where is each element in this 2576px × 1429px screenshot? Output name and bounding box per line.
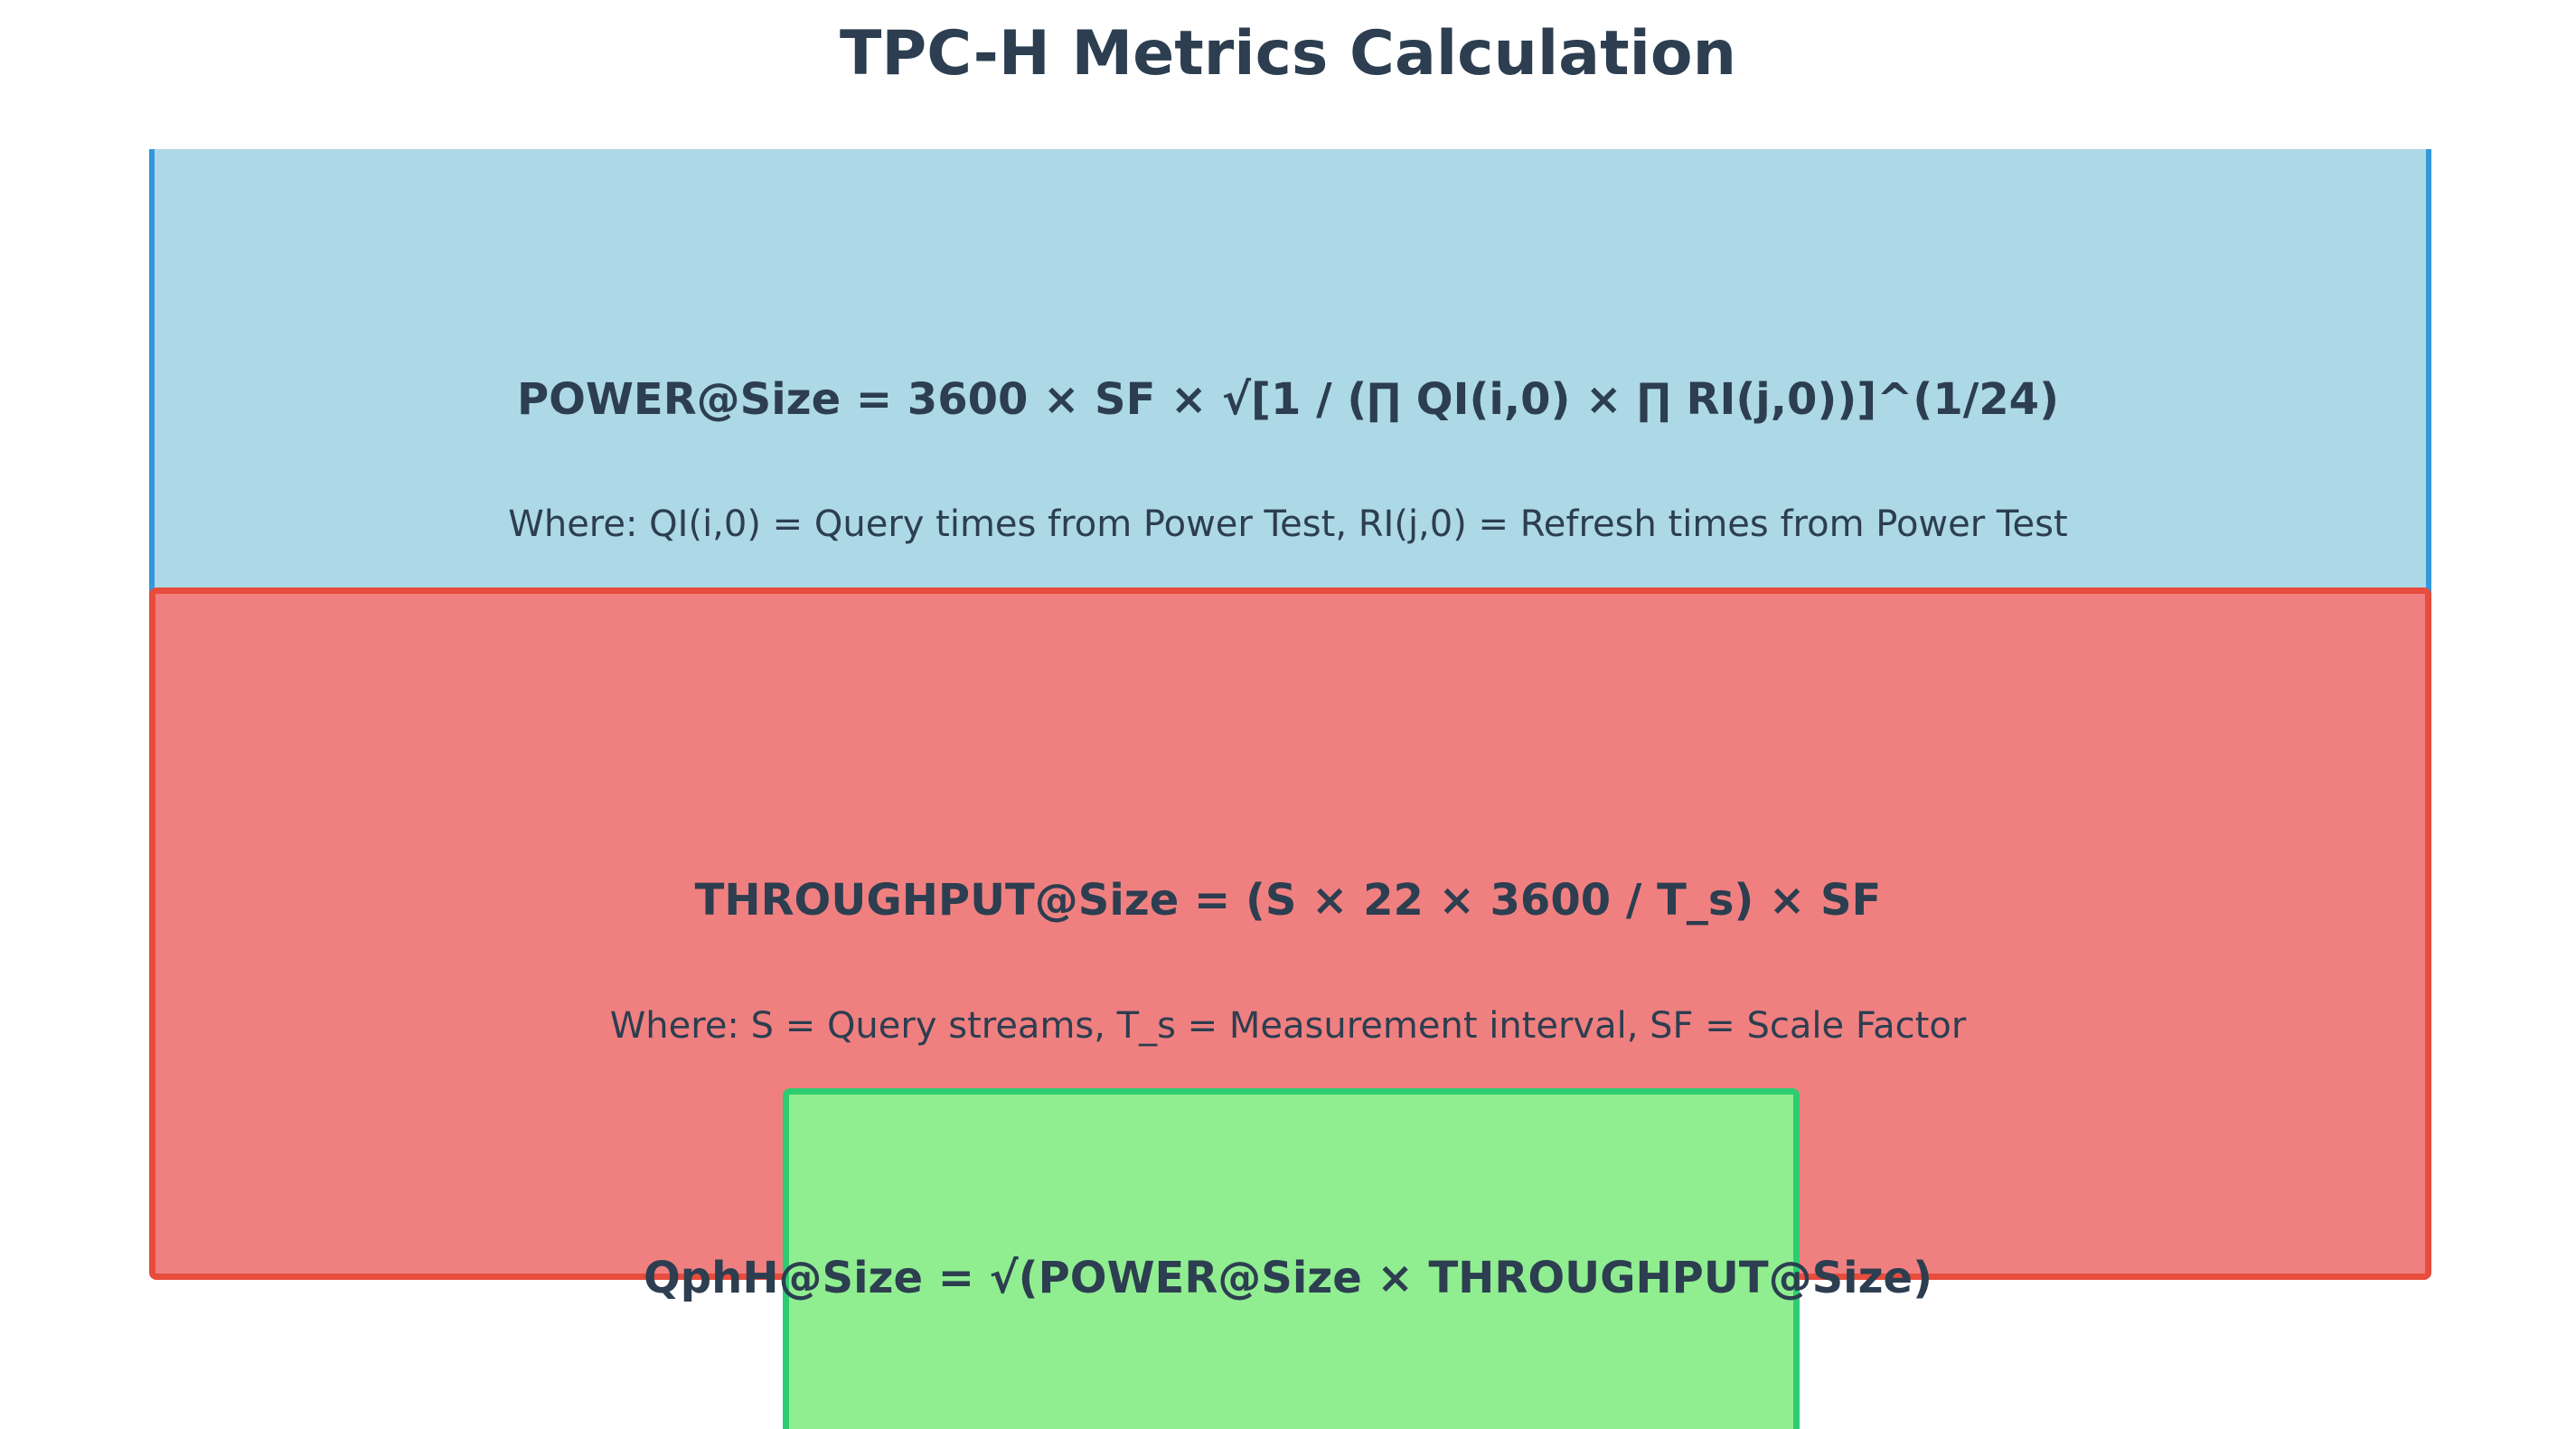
power-formula: POWER@Size = 3600 × SF × √[1 / (∏ QI(i,0… — [516, 374, 2060, 425]
qphh-formula: QphH@Size = √(POWER@Size × THROUGHPUT@Si… — [643, 1253, 1933, 1303]
power-note: Where: QI(i,0) = Query times from Power … — [508, 503, 2068, 545]
throughput-formula: THROUGHPUT@Size = (S × 22 × 3600 / T_s) … — [694, 875, 1882, 926]
throughput-note: Where: S = Query streams, T_s = Measurem… — [609, 1005, 1967, 1047]
power-metric-box — [149, 149, 2431, 601]
qphh-metric-box — [783, 1088, 1800, 1429]
diagram-title: TPC-H Metrics Calculation — [839, 18, 1737, 89]
